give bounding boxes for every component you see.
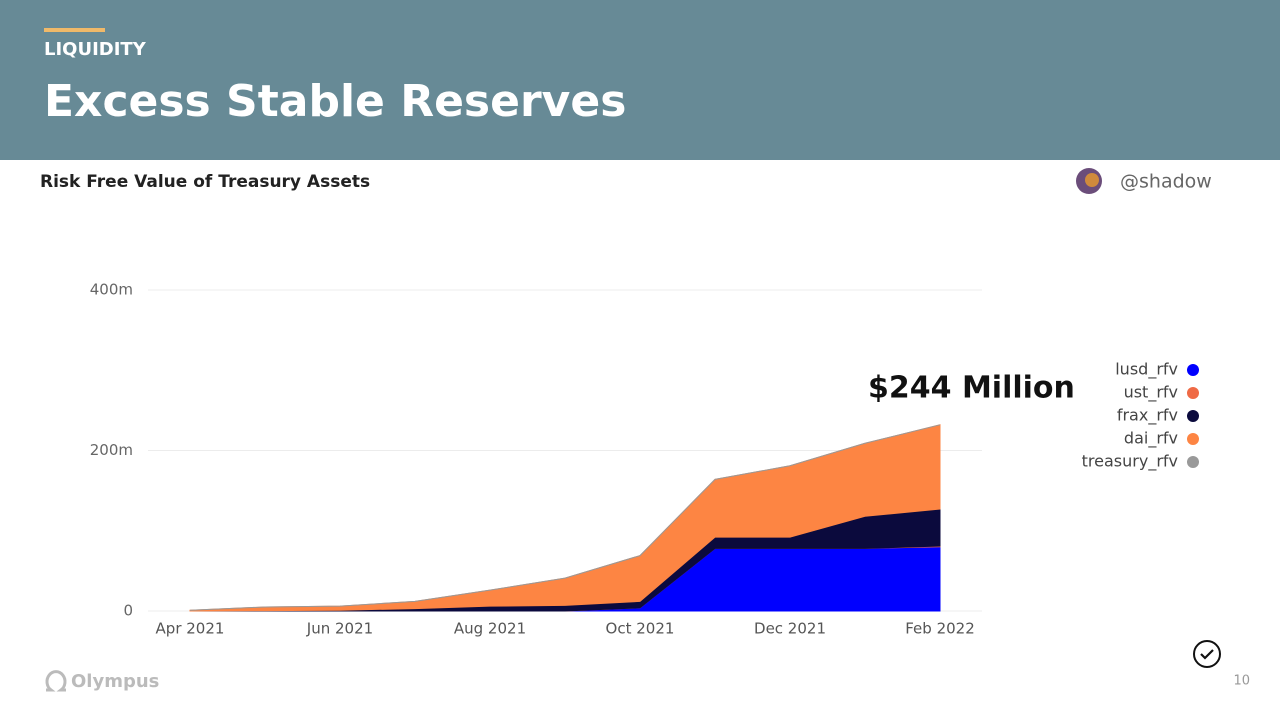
- chart-title: Risk Free Value of Treasury Assets: [40, 172, 370, 192]
- check-icon[interactable]: [1193, 640, 1221, 668]
- legend-label: ust_rfv: [1124, 383, 1178, 403]
- avatar-face: [1085, 173, 1099, 187]
- legend-swatch: [1187, 456, 1199, 468]
- brand: Olympus: [71, 671, 159, 692]
- legend-label: lusd_rfv: [1115, 360, 1178, 380]
- check-mark: [1200, 649, 1214, 660]
- legend-swatch: [1187, 387, 1199, 399]
- x-tick-label: Oct 2021: [606, 620, 675, 638]
- x-tick-label: Dec 2021: [754, 620, 826, 638]
- legend-label: dai_rfv: [1124, 429, 1178, 449]
- legend-swatch: [1187, 364, 1199, 376]
- y-tick-label: 0: [123, 602, 133, 620]
- x-tick-label: Feb 2022: [905, 620, 975, 638]
- x-tick-label: Aug 2021: [454, 620, 526, 638]
- header-band: [0, 0, 1280, 160]
- y-tick-label: 400m: [90, 281, 133, 299]
- legend-label: frax_rfv: [1117, 406, 1178, 426]
- brand-logo: [45, 670, 67, 692]
- slide-title: Excess Stable Reserves: [44, 76, 626, 127]
- author: @shadow: [1120, 171, 1212, 193]
- legend-label: treasury_rfv: [1082, 452, 1178, 472]
- legend-swatch: [1187, 410, 1199, 422]
- x-tick-label: Apr 2021: [156, 620, 225, 638]
- accent-line: [44, 28, 105, 32]
- annotation: $244 Million: [868, 371, 1075, 406]
- y-tick-label: 200m: [90, 441, 133, 459]
- legend-swatch: [1187, 433, 1199, 445]
- eyebrow: LIQUIDITY: [44, 39, 147, 60]
- area: [189, 424, 941, 611]
- page-number: 10: [1233, 674, 1250, 689]
- x-tick-label: Jun 2021: [306, 620, 373, 638]
